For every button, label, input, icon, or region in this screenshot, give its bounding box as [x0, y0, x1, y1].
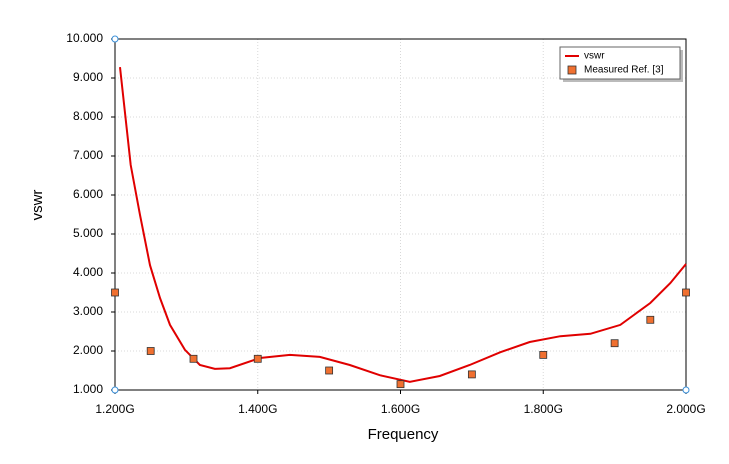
y-axis-label: vswr	[29, 190, 46, 221]
x-tick-label: 1.200G	[95, 402, 134, 416]
marker	[467, 370, 476, 379]
y-tick-label: 6.000	[73, 187, 103, 201]
plot-frame	[114, 38, 687, 391]
y-tick-label: 9.000	[73, 70, 103, 84]
marker	[146, 347, 155, 355]
series-line	[119, 66, 687, 383]
y-tick-label: 8.000	[73, 109, 103, 123]
marker	[325, 366, 334, 375]
legend-label: vswr	[584, 51, 605, 62]
x-axis-label: Frequency	[368, 426, 439, 443]
y-tick-label: 1.000	[73, 382, 103, 396]
legend-label: Measured Ref. [3]	[584, 65, 664, 76]
marker	[646, 315, 655, 324]
x-tick-label: 1.600G	[381, 402, 420, 416]
marker	[610, 339, 619, 348]
legend-box	[559, 46, 681, 80]
marker	[111, 288, 119, 297]
x-tick-label: 1.800G	[524, 402, 563, 416]
y-tick-label: 10.000	[66, 31, 103, 45]
y-tick-label: 3.000	[73, 304, 103, 318]
x-tick-label: 1.400G	[238, 402, 277, 416]
marker	[189, 354, 198, 363]
axis-handle	[111, 35, 119, 43]
axis-handle	[682, 386, 690, 394]
marker	[396, 380, 405, 389]
y-tick-label: 2.000	[73, 343, 103, 357]
y-tick-label: 7.000	[73, 148, 103, 162]
y-tick-label: 5.000	[73, 226, 103, 240]
marker	[539, 350, 548, 359]
marker	[253, 354, 262, 363]
axis-handle	[111, 386, 119, 394]
legend-swatch	[567, 65, 577, 75]
y-tick-label: 4.000	[73, 265, 103, 279]
marker	[682, 288, 690, 297]
x-tick-label: 2.000G	[666, 402, 705, 416]
